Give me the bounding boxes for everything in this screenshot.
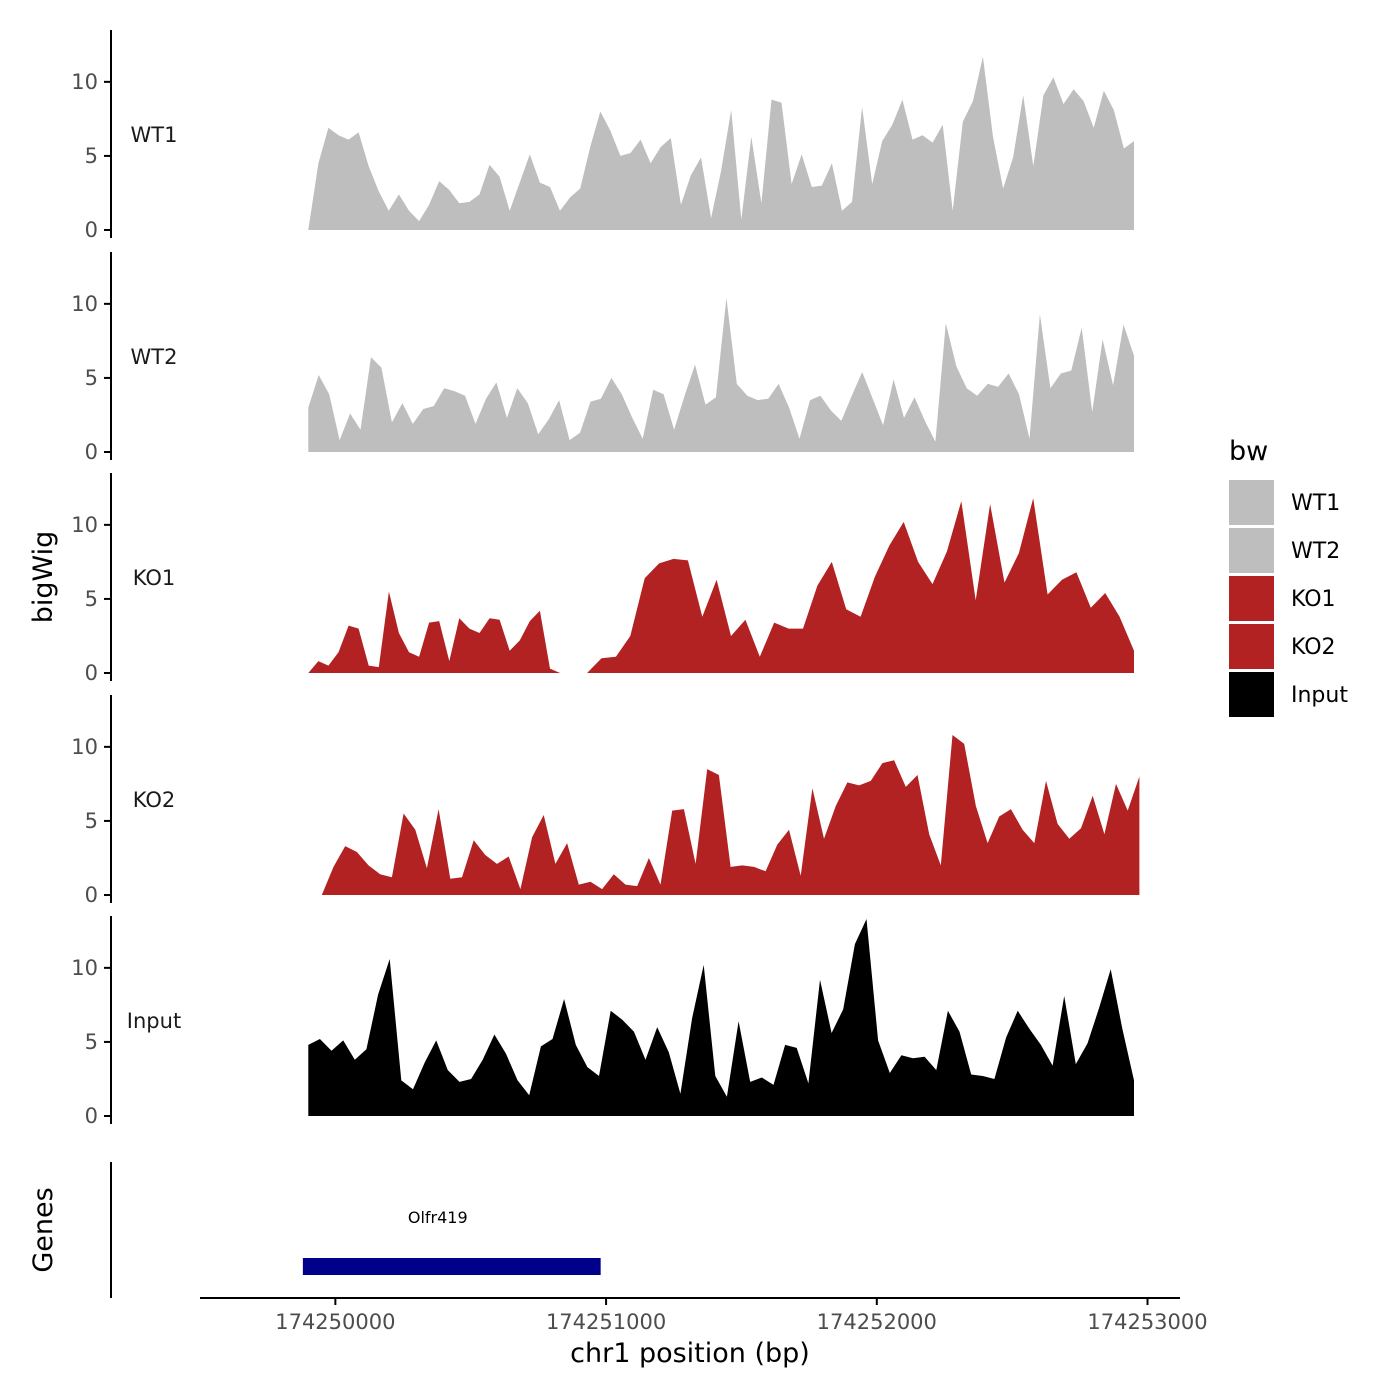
gene-track-panel: Olfr419 xyxy=(110,1162,601,1298)
signal-area-input xyxy=(308,919,1134,1116)
track-label-input: Input xyxy=(127,1009,181,1033)
signal-area-ko1-segment-1 xyxy=(308,591,561,673)
y-tick-label-input: 10 xyxy=(71,956,98,980)
track-panel-ko1: 0 5 10 KO1 xyxy=(71,473,1134,685)
y-tick-label-wt1: 0 xyxy=(85,218,98,242)
y-tick-label-ko1: 5 xyxy=(85,587,98,611)
legend: bw WT1 WT2 KO1 KO2 Input xyxy=(1229,436,1348,717)
x-tick-label: 174250000 xyxy=(275,1310,395,1334)
legend-label-ko2: KO2 xyxy=(1291,635,1336,660)
track-panel-wt2: 0 5 10 WT2 xyxy=(71,252,1134,464)
signal-area-wt2 xyxy=(308,297,1134,452)
legend-key-wt1 xyxy=(1229,480,1274,525)
track-label-wt2: WT2 xyxy=(131,345,178,369)
y-tick-label-ko2: 0 xyxy=(85,883,98,907)
track-label-ko2: KO2 xyxy=(133,788,176,812)
track-panel-wt1: 0 5 10 WT1 xyxy=(71,30,1134,242)
y-axis-title: bigWig xyxy=(28,531,59,624)
gene-label-olfr419: Olfr419 xyxy=(408,1208,468,1227)
y-tick-label-wt1: 5 xyxy=(85,144,98,168)
genes-axis-title: Genes xyxy=(28,1187,59,1272)
y-tick-label-wt2: 0 xyxy=(85,440,98,464)
x-tick-label: 174252000 xyxy=(817,1310,937,1334)
legend-label-wt1: WT1 xyxy=(1291,491,1340,516)
track-label-wt1: WT1 xyxy=(131,123,178,147)
y-tick-label-input: 5 xyxy=(85,1030,98,1054)
x-axis-title: chr1 position (bp) xyxy=(570,1338,810,1369)
legend-key-wt2 xyxy=(1229,528,1274,573)
signal-area-ko2 xyxy=(321,735,1140,895)
y-tick-label-wt2: 10 xyxy=(71,292,98,316)
signal-area-wt1 xyxy=(308,56,1134,231)
y-tick-label-ko1: 0 xyxy=(85,661,98,685)
track-panels: 0 5 10 WT1 0 5 10 WT2 0 5 10 KO1 0 5 10 KO2 0 5 10 Input xyxy=(71,30,1140,1128)
legend-items: WT1 WT2 KO1 KO2 Input xyxy=(1229,480,1348,717)
y-tick-label-input: 0 xyxy=(85,1104,98,1128)
y-tick-label-wt2: 5 xyxy=(85,366,98,390)
y-tick-label-ko1: 10 xyxy=(71,513,98,537)
legend-key-input xyxy=(1229,672,1274,717)
y-tick-label-ko2: 10 xyxy=(71,735,98,759)
legend-key-ko2 xyxy=(1229,624,1274,669)
x-axis: 174250000 174251000 174252000 174253000 chr… xyxy=(200,1297,1208,1369)
legend-label-input: Input xyxy=(1291,683,1348,708)
gene-bar-olfr419 xyxy=(302,1258,601,1275)
x-tick-label: 174253000 xyxy=(1087,1310,1207,1334)
track-panel-input: 0 5 10 Input xyxy=(71,916,1134,1128)
x-axis-ticks: 174250000 174251000 174252000 174253000 xyxy=(275,1298,1208,1334)
legend-label-wt2: WT2 xyxy=(1291,539,1340,564)
track-label-ko1: KO1 xyxy=(133,566,176,590)
y-tick-label-ko2: 5 xyxy=(85,809,98,833)
legend-label-ko1: KO1 xyxy=(1291,587,1336,612)
signal-area-ko1-segment-2 xyxy=(587,498,1134,673)
legend-title: bw xyxy=(1229,436,1268,467)
y-tick-label-wt1: 10 xyxy=(71,70,98,94)
gene-items: Olfr419 xyxy=(302,1208,601,1275)
track-panel-ko2: 0 5 10 KO2 xyxy=(71,695,1140,907)
x-tick-label: 174251000 xyxy=(546,1310,666,1334)
legend-key-ko1 xyxy=(1229,576,1274,621)
